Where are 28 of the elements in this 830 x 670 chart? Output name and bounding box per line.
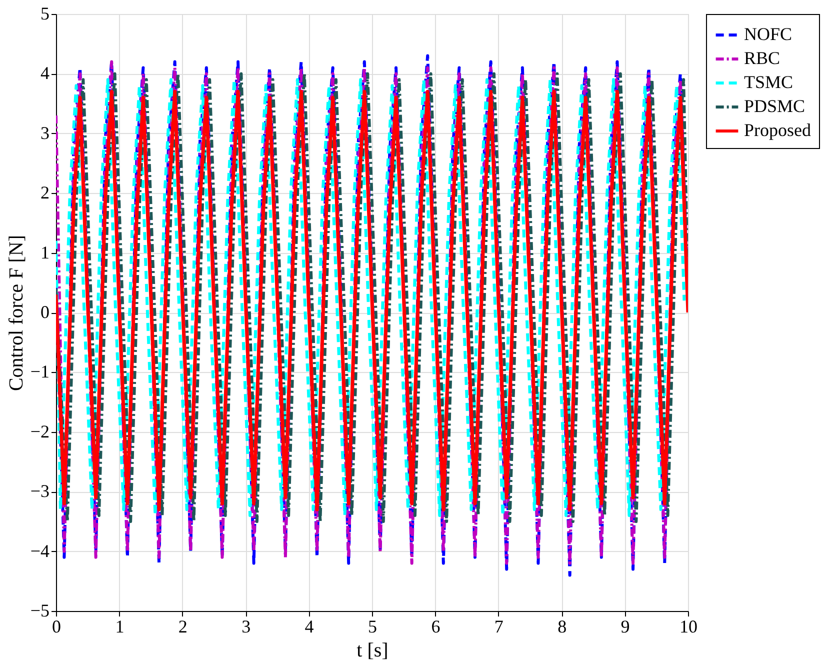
legend-label: PDSMC (744, 96, 806, 116)
y-tick-label: 0 (40, 302, 50, 322)
x-tick-label: 7 (494, 616, 504, 636)
y-tick-label: −1 (30, 362, 50, 382)
x-tick-label: 3 (242, 616, 251, 636)
y-tick-label: 4 (40, 63, 50, 84)
y-tick-label: −5 (30, 600, 50, 620)
legend-label: Proposed (744, 120, 811, 140)
x-tick-label: 9 (620, 616, 630, 636)
y-tick-label: −2 (30, 421, 50, 442)
y-axis-title: Control force F [N] (5, 234, 28, 392)
x-tick-label: 1 (115, 616, 124, 636)
x-tick-label: 2 (178, 616, 188, 636)
x-tick-label: 8 (558, 616, 567, 636)
legend-label: TSMC (744, 72, 794, 92)
legend-label: NOFC (744, 24, 792, 44)
y-tick-label: 5 (40, 4, 50, 24)
x-tick-label: 10 (680, 616, 698, 636)
y-tick-label: 1 (40, 242, 50, 262)
x-tick-label: 6 (431, 616, 440, 636)
x-axis-title: t [s] (356, 640, 388, 662)
y-tick-label: 3 (40, 122, 50, 143)
y-tick-label: 2 (40, 182, 50, 203)
y-tick-label: −4 (30, 540, 50, 561)
y-tick-label: −3 (30, 481, 50, 502)
x-tick-label: 4 (304, 616, 314, 636)
x-tick-label: 5 (368, 616, 377, 636)
legend-label: RBC (744, 48, 780, 68)
